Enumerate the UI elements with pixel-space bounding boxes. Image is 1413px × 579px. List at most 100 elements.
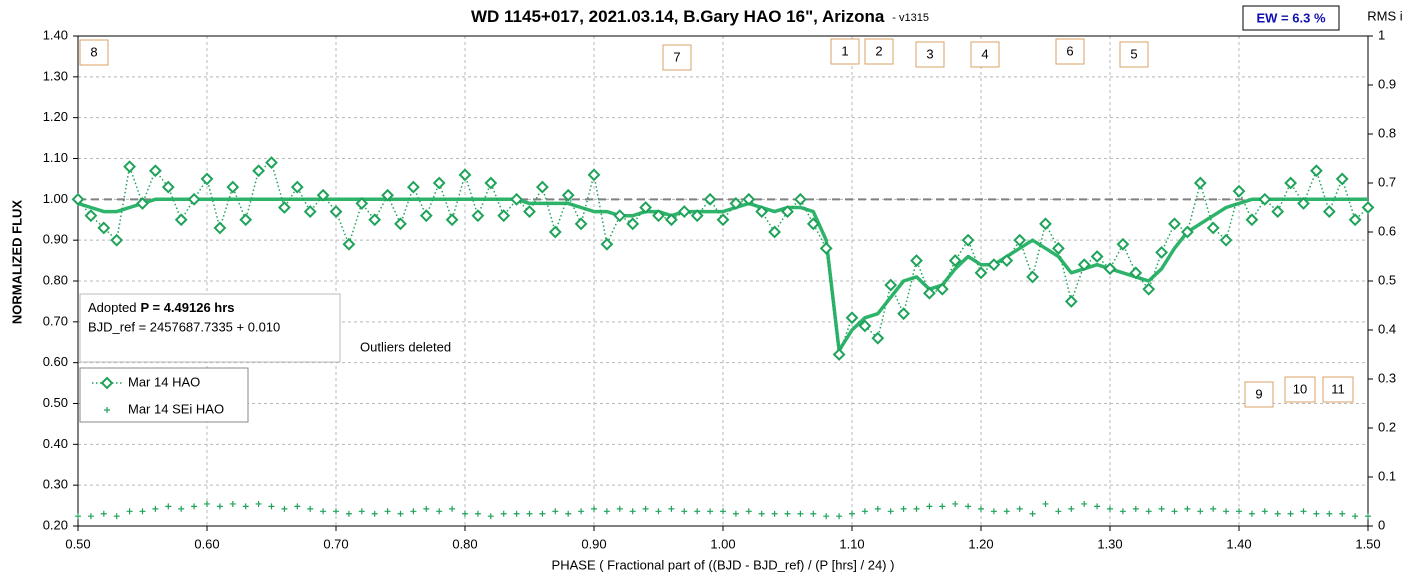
data-point — [1068, 505, 1075, 512]
marker-box — [1119, 41, 1149, 68]
data-point — [1206, 221, 1220, 235]
data-point — [1158, 505, 1165, 512]
data-point — [626, 217, 640, 231]
data-point — [897, 307, 911, 321]
data-point — [268, 503, 275, 510]
data-point — [242, 503, 249, 510]
x-axis-label: PHASE ( Fractional part of ((BJD - BJD_r… — [552, 557, 895, 572]
data-point — [419, 209, 433, 223]
data-point — [1284, 176, 1298, 190]
data-point — [574, 217, 588, 231]
data-point — [410, 508, 417, 515]
marker-label: 4 — [981, 46, 988, 61]
data-point — [303, 205, 317, 218]
data-point — [320, 508, 327, 515]
data-point — [497, 209, 511, 223]
data-point — [987, 258, 1001, 272]
data-point — [290, 180, 304, 194]
data-point — [1245, 213, 1259, 227]
marker-label: 10 — [1293, 381, 1307, 396]
data-point — [255, 500, 262, 507]
data-point — [664, 213, 678, 227]
data-point — [178, 505, 185, 512]
y2-tick-label: 0 — [1378, 517, 1385, 532]
marker-box — [662, 44, 692, 71]
data-point — [1081, 500, 1088, 507]
data-point — [1013, 233, 1027, 247]
data-point — [252, 164, 266, 178]
x-tick-label: 1.10 — [839, 536, 864, 551]
data-point — [471, 209, 485, 223]
data-point — [345, 510, 352, 517]
data-point — [548, 225, 562, 239]
data-point — [922, 286, 936, 300]
data-point — [449, 505, 456, 512]
data-point — [487, 513, 494, 520]
marker-label: 8 — [90, 44, 97, 59]
info-prefix: Adopted — [88, 300, 136, 315]
chart-title-group: WD 1145+017, 2021.03.14, B.Gary HAO 16",… — [471, 7, 929, 26]
info-line1: Adopted P = 4.49126 hrs — [88, 300, 235, 315]
data-point — [510, 192, 524, 206]
data-point — [384, 508, 391, 515]
marker-label: 7 — [673, 49, 680, 64]
data-point — [1180, 225, 1194, 239]
data-point — [755, 205, 769, 218]
data-point — [552, 508, 559, 515]
y2-tick-label: 0.9 — [1378, 76, 1396, 91]
data-point — [861, 508, 868, 515]
data-point — [1003, 508, 1010, 515]
data-point — [445, 213, 459, 227]
data-point — [642, 505, 649, 512]
data-point — [810, 510, 817, 517]
data-point — [1365, 513, 1371, 520]
data-point — [216, 503, 223, 510]
data-point — [1026, 270, 1040, 284]
data-point — [668, 505, 675, 512]
data-point — [871, 331, 885, 345]
data-point — [1274, 510, 1281, 517]
x-tick-label: 1.50 — [1355, 536, 1380, 551]
data-point — [358, 508, 365, 515]
data-point — [239, 213, 253, 227]
data-point — [329, 205, 343, 218]
marker-box — [970, 41, 1000, 68]
data-point — [690, 209, 704, 223]
data-point — [368, 213, 382, 227]
data-point — [432, 176, 446, 190]
data-point — [75, 513, 81, 520]
data-point — [484, 176, 498, 190]
y-axis-label: NORMALIZED FLUX — [9, 200, 24, 325]
data-point — [187, 192, 201, 206]
data-point — [1119, 508, 1126, 515]
data-point — [307, 505, 314, 512]
y-tick-label: 0.90 — [43, 232, 68, 247]
data-point — [1155, 246, 1169, 259]
data-point — [1248, 510, 1255, 517]
info-line2: BJD_ref = 2457687.7335 + 0.010 — [88, 319, 280, 334]
marker-box — [1284, 376, 1316, 403]
data-point — [758, 510, 765, 517]
data-point — [629, 508, 636, 515]
data-point — [126, 508, 133, 515]
data-point — [978, 505, 984, 512]
data-point — [191, 503, 198, 510]
badge-box — [1242, 5, 1340, 31]
data-point — [281, 505, 288, 512]
data-point — [948, 254, 962, 267]
data-point — [1184, 505, 1191, 512]
data-point — [200, 172, 214, 186]
x-tick-label: 0.90 — [581, 536, 606, 551]
note: Outliers deleted — [360, 339, 451, 354]
plot-frame — [77, 35, 1369, 527]
data-point — [616, 505, 623, 512]
data-point — [1335, 172, 1349, 186]
data-point — [613, 209, 627, 223]
y-tick-label: 1.10 — [43, 150, 68, 165]
data-point — [681, 508, 688, 515]
y-tick-label: 0.60 — [43, 354, 68, 369]
data-point — [513, 510, 520, 517]
data-point — [294, 503, 301, 510]
data-point — [745, 508, 752, 515]
data-point — [342, 237, 356, 251]
